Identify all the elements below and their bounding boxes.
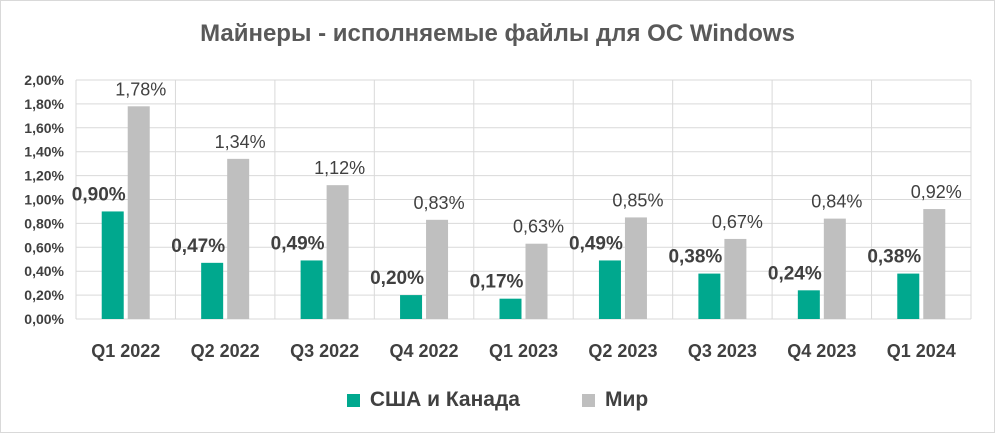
legend-label-usa-canada: США и Канада [369, 388, 520, 411]
x-tick-label: Q2 2022 [191, 341, 260, 361]
bar-usa-canada [598, 260, 621, 319]
bar-usa-canada [698, 273, 721, 319]
bar-usa-canada [897, 273, 920, 319]
x-tick-label: Q1 2022 [91, 341, 160, 361]
y-tick-label: 2,00% [24, 72, 64, 88]
data-label-usa-canada: 0,17% [470, 272, 524, 293]
bar-usa-canada [201, 262, 224, 319]
data-label-world: 1,78% [115, 79, 166, 99]
data-label-world: 0,67% [712, 212, 763, 232]
x-tick-label: Q4 2022 [390, 341, 459, 361]
legend-swatch-world [581, 393, 595, 407]
y-tick-label: 0,20% [24, 287, 64, 303]
data-label-world: 0,84% [811, 192, 862, 212]
y-tick-label: 1,40% [24, 144, 64, 160]
bar-world [724, 238, 747, 319]
data-label-usa-canada: 0,38% [668, 247, 722, 268]
y-tick-label: 1,60% [24, 120, 64, 136]
data-label-world: 0,83% [414, 193, 465, 213]
data-label-usa-canada: 0,38% [867, 247, 921, 268]
bar-world [227, 158, 250, 319]
y-tick-label: 0,00% [24, 311, 64, 327]
legend-swatch-usa-canada [346, 393, 360, 407]
x-tick-label: Q3 2023 [688, 341, 757, 361]
bar-world [624, 217, 647, 319]
bar-usa-canada [300, 260, 323, 319]
y-tick-label: 0,60% [24, 239, 64, 255]
y-tick-label: 0,80% [24, 215, 64, 231]
data-label-world: 0,92% [911, 182, 962, 202]
data-label-usa-canada: 0,47% [171, 236, 225, 257]
bar-usa-canada [499, 298, 522, 319]
legend-item-usa-canada: США и Канада [346, 388, 520, 412]
x-tick-label: Q1 2024 [887, 341, 956, 361]
bar-world [823, 218, 846, 319]
y-tick-label: 1,00% [24, 192, 64, 208]
data-label-world: 1,12% [314, 158, 365, 178]
bar-world [923, 209, 946, 319]
legend-label-world: Мир [604, 388, 649, 411]
data-label-world: 0,63% [513, 217, 564, 237]
x-tick-label: Q4 2023 [787, 341, 856, 361]
bar-world [326, 185, 349, 319]
bar-usa-canada [400, 295, 423, 319]
bar-world [127, 106, 150, 319]
data-label-world: 0,85% [612, 190, 663, 210]
legend-item-world: Мир [581, 388, 649, 412]
x-tick-label: Q3 2022 [290, 341, 359, 361]
x-tick-label: Q1 2023 [489, 341, 558, 361]
legend: США и Канада Мир [0, 388, 995, 412]
y-tick-label: 1,20% [24, 168, 64, 184]
bar-world [426, 219, 449, 319]
data-label-usa-canada: 0,24% [768, 263, 822, 284]
data-label-usa-canada: 0,49% [271, 233, 325, 254]
bar-world [525, 243, 548, 319]
data-label-world: 1,34% [215, 132, 266, 152]
y-tick-label: 0,40% [24, 263, 64, 279]
data-label-usa-canada: 0,20% [370, 268, 424, 289]
bar-usa-canada [797, 290, 820, 319]
data-label-usa-canada: 0,49% [569, 233, 623, 254]
bar-usa-canada [101, 211, 124, 319]
chart-title: Майнеры - исполняемые файлы для ОС Windo… [200, 20, 795, 47]
y-tick-label: 1,80% [24, 96, 64, 112]
x-tick-label: Q2 2023 [588, 341, 657, 361]
data-label-usa-canada: 0,90% [72, 184, 126, 205]
